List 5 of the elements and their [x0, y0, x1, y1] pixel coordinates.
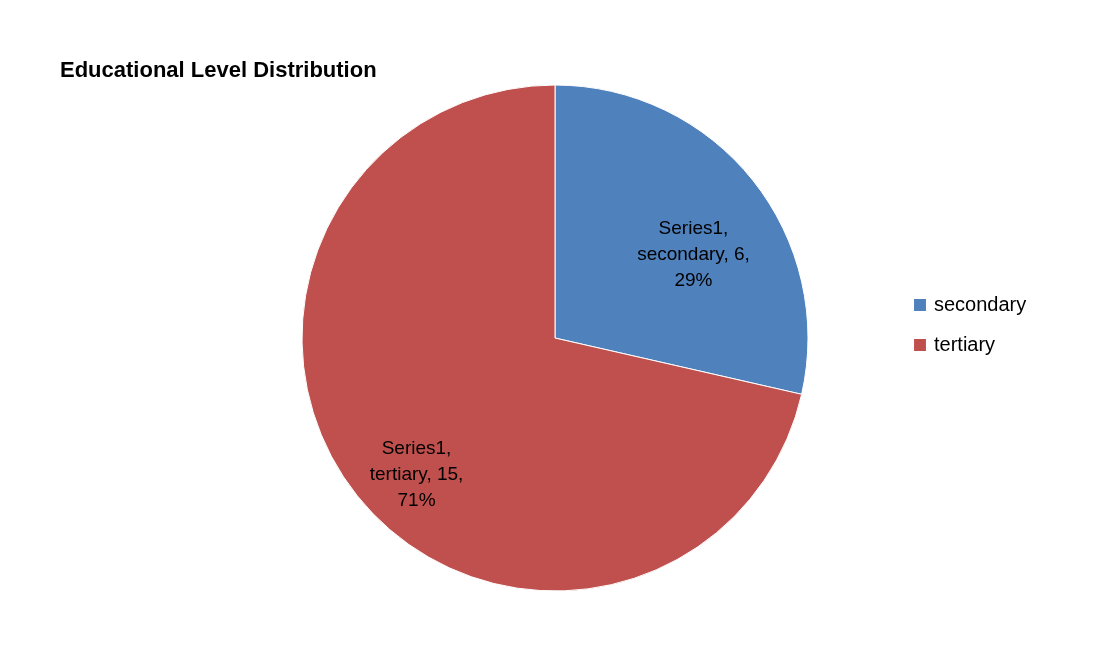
data-label: Series1, tertiary, 15, 71% — [369, 437, 464, 511]
legend-label: secondary — [934, 293, 1027, 315]
legend-label: tertiary — [934, 333, 996, 355]
data-label: Series1, secondary, 6, 29% — [637, 216, 750, 290]
chart-title: Educational Level Distribution — [60, 57, 377, 82]
